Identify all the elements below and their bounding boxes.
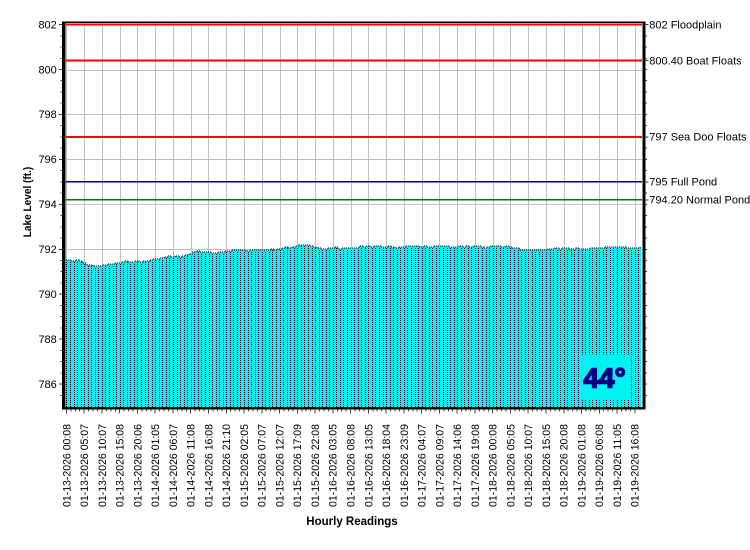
svg-text:802 Floodplain: 802 Floodplain [649, 19, 721, 31]
svg-text:01-19-2026 01:08: 01-19-2026 01:08 [576, 424, 588, 507]
svg-text:01-15-2026 17:09: 01-15-2026 17:09 [292, 424, 304, 507]
svg-text:794.20 Normal Pond: 794.20 Normal Pond [649, 195, 750, 207]
svg-text:01-14-2026 21:10: 01-14-2026 21:10 [221, 424, 233, 507]
svg-text:01-14-2026 06:07: 01-14-2026 06:07 [168, 424, 180, 507]
svg-text:01-13-2026 15:08: 01-13-2026 15:08 [115, 424, 127, 507]
svg-text:01-14-2026 11:08: 01-14-2026 11:08 [186, 424, 198, 507]
svg-text:788: 788 [38, 334, 56, 346]
svg-text:01-18-2026 15:05: 01-18-2026 15:05 [541, 424, 553, 507]
svg-text:802: 802 [38, 19, 56, 31]
svg-text:01-16-2026 23:09: 01-16-2026 23:09 [399, 424, 411, 507]
svg-text:01-14-2026 01:05: 01-14-2026 01:05 [150, 424, 162, 507]
svg-text:786: 786 [38, 379, 56, 391]
svg-text:01-17-2026 19:08: 01-17-2026 19:08 [470, 424, 482, 507]
svg-text:01-16-2026 03:05: 01-16-2026 03:05 [328, 424, 340, 507]
svg-text:Hourly Readings: Hourly Readings [306, 516, 397, 528]
svg-text:01-19-2026 06:08: 01-19-2026 06:08 [594, 424, 606, 507]
svg-text:Lake Level (ft.): Lake Level (ft.) [22, 166, 34, 237]
svg-text:01-19-2026 11:05: 01-19-2026 11:05 [612, 424, 624, 507]
svg-text:796: 796 [38, 154, 56, 166]
svg-text:01-18-2026 20:08: 01-18-2026 20:08 [559, 424, 571, 507]
svg-text:01-17-2026 09:07: 01-17-2026 09:07 [434, 424, 446, 507]
svg-text:01-13-2026 00:08: 01-13-2026 00:08 [61, 424, 73, 507]
svg-text:800.40 Boat Floats: 800.40 Boat Floats [649, 55, 742, 67]
svg-text:798: 798 [38, 109, 56, 121]
svg-text:01-18-2026 10:07: 01-18-2026 10:07 [523, 424, 535, 507]
svg-text:01-18-2026 00:08: 01-18-2026 00:08 [488, 424, 500, 507]
svg-text:01-19-2026 16:08: 01-19-2026 16:08 [630, 424, 642, 507]
svg-text:01-18-2026 05:05: 01-18-2026 05:05 [505, 424, 517, 507]
svg-text:01-15-2026 07:07: 01-15-2026 07:07 [257, 424, 269, 507]
svg-text:794: 794 [38, 199, 56, 211]
svg-text:01-13-2026 20:06: 01-13-2026 20:06 [132, 424, 144, 507]
svg-text:800: 800 [38, 64, 56, 76]
svg-text:01-15-2026 12:07: 01-15-2026 12:07 [274, 424, 286, 507]
svg-text:01-16-2026 08:08: 01-16-2026 08:08 [346, 424, 358, 507]
svg-text:01-13-2026 05:07: 01-13-2026 05:07 [79, 424, 91, 507]
svg-text:01-15-2026 02:05: 01-15-2026 02:05 [239, 424, 251, 507]
svg-text:01-16-2026 13:05: 01-16-2026 13:05 [363, 424, 375, 507]
svg-text:01-13-2026 10:07: 01-13-2026 10:07 [97, 424, 109, 507]
svg-text:792: 792 [38, 244, 56, 256]
svg-text:01-14-2026 16:08: 01-14-2026 16:08 [203, 424, 215, 507]
svg-text:01-17-2026 04:07: 01-17-2026 04:07 [417, 424, 429, 507]
svg-text:797 Sea Doo Floats: 797 Sea Doo Floats [649, 132, 747, 144]
svg-text:01-17-2026 14:06: 01-17-2026 14:06 [452, 424, 464, 507]
svg-text:795 Full Pond: 795 Full Pond [649, 177, 717, 189]
svg-text:01-16-2026 18:04: 01-16-2026 18:04 [381, 424, 393, 507]
svg-text:790: 790 [38, 289, 56, 301]
svg-text:44°: 44° [583, 363, 625, 394]
svg-text:01-15-2026 22:08: 01-15-2026 22:08 [310, 424, 322, 507]
